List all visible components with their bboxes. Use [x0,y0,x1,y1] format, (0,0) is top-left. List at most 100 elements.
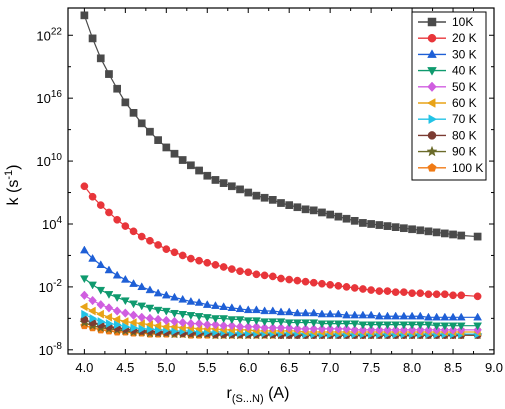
data-point [161,322,170,332]
data-point [88,281,97,290]
data-point [416,226,425,235]
data-point [104,291,114,299]
data-point [120,317,129,326]
data-point [227,303,237,311]
data-point [129,310,138,320]
data-point [342,324,351,334]
y-axis-title-tail: ) [5,165,22,170]
data-point [153,306,163,315]
data-point [334,281,343,290]
data-point [129,279,138,287]
data-point [104,265,114,274]
data-point [408,225,416,234]
data-point [342,283,351,291]
data-point [367,220,375,228]
data-point [309,308,319,317]
data-point [432,228,441,237]
data-point [309,319,319,328]
data-point [88,34,97,43]
data-point [293,203,302,212]
plot-frame [67,7,495,355]
data-point [252,270,261,279]
data-point [236,267,244,276]
data-point [358,321,368,330]
legend-label: 80 K [452,128,477,142]
legend-label: 100 K [452,161,483,175]
data-point [80,11,89,20]
data-point [333,320,343,329]
data-point [112,315,121,324]
legend-item: 50 K [418,80,477,94]
data-point [178,317,187,328]
data-point [113,215,122,224]
data-point [391,223,400,231]
data-point [448,312,458,321]
data-point [350,320,360,329]
y-tick-labels: 1022 1016 1010 104 10-2 10-8 [36,26,62,358]
data-point [301,324,310,334]
data-point [342,214,351,223]
data-point [342,310,351,319]
data-point [112,294,122,303]
data-point [424,312,433,321]
data-point [105,70,113,78]
data-point [211,315,220,323]
data-point [260,318,270,327]
data-point [284,307,294,316]
legend-label: 30 K [452,47,477,61]
data-point [121,308,130,318]
data-point [112,270,122,279]
data-point [333,309,343,318]
data-point [416,289,425,298]
x-tick-label: 8.5 [444,360,462,375]
data-point [440,322,450,331]
data-point [128,318,137,327]
data-point [194,318,204,329]
legend-label: 90 K [452,145,477,159]
data-point [375,287,384,295]
data-point [268,196,277,204]
data-point [187,254,195,263]
data-point [407,311,417,320]
data-point [137,232,146,241]
data-point [391,321,401,330]
data-point [359,285,367,293]
data-point [145,313,155,324]
data-point [235,304,245,313]
data-point [227,316,237,325]
data-point [153,288,163,297]
data-point [154,136,162,144]
data-point [252,322,261,332]
data-point [244,188,253,197]
legend-label: 60 K [452,96,477,110]
data-point [317,324,327,334]
data-point [457,291,466,300]
data-point [137,319,145,328]
data-point [473,322,483,331]
data-point [383,311,392,320]
x-tick-label: 4.0 [75,360,93,375]
data-point [325,309,335,318]
data-point [317,309,327,318]
data-point [162,143,171,152]
data-point [407,325,417,335]
y-tick-label: 1016 [36,89,62,106]
data-point [440,229,449,238]
data-point [195,166,203,175]
data-point [325,324,335,334]
x-tick-label: 7.5 [362,360,380,375]
legend-marker [427,81,437,92]
data-point [440,290,449,299]
legend-marker [427,67,437,76]
data-point [448,322,458,331]
y-axis-title-sup: -1 [3,170,15,180]
data-point [457,231,466,240]
data-point [424,321,433,330]
data-point [399,325,409,335]
data-point [391,311,401,320]
series-40k [79,275,483,331]
data-point [277,274,285,283]
x-axis-title-tail: (A) [264,385,290,402]
data-point [145,304,155,313]
data-point [473,312,483,321]
